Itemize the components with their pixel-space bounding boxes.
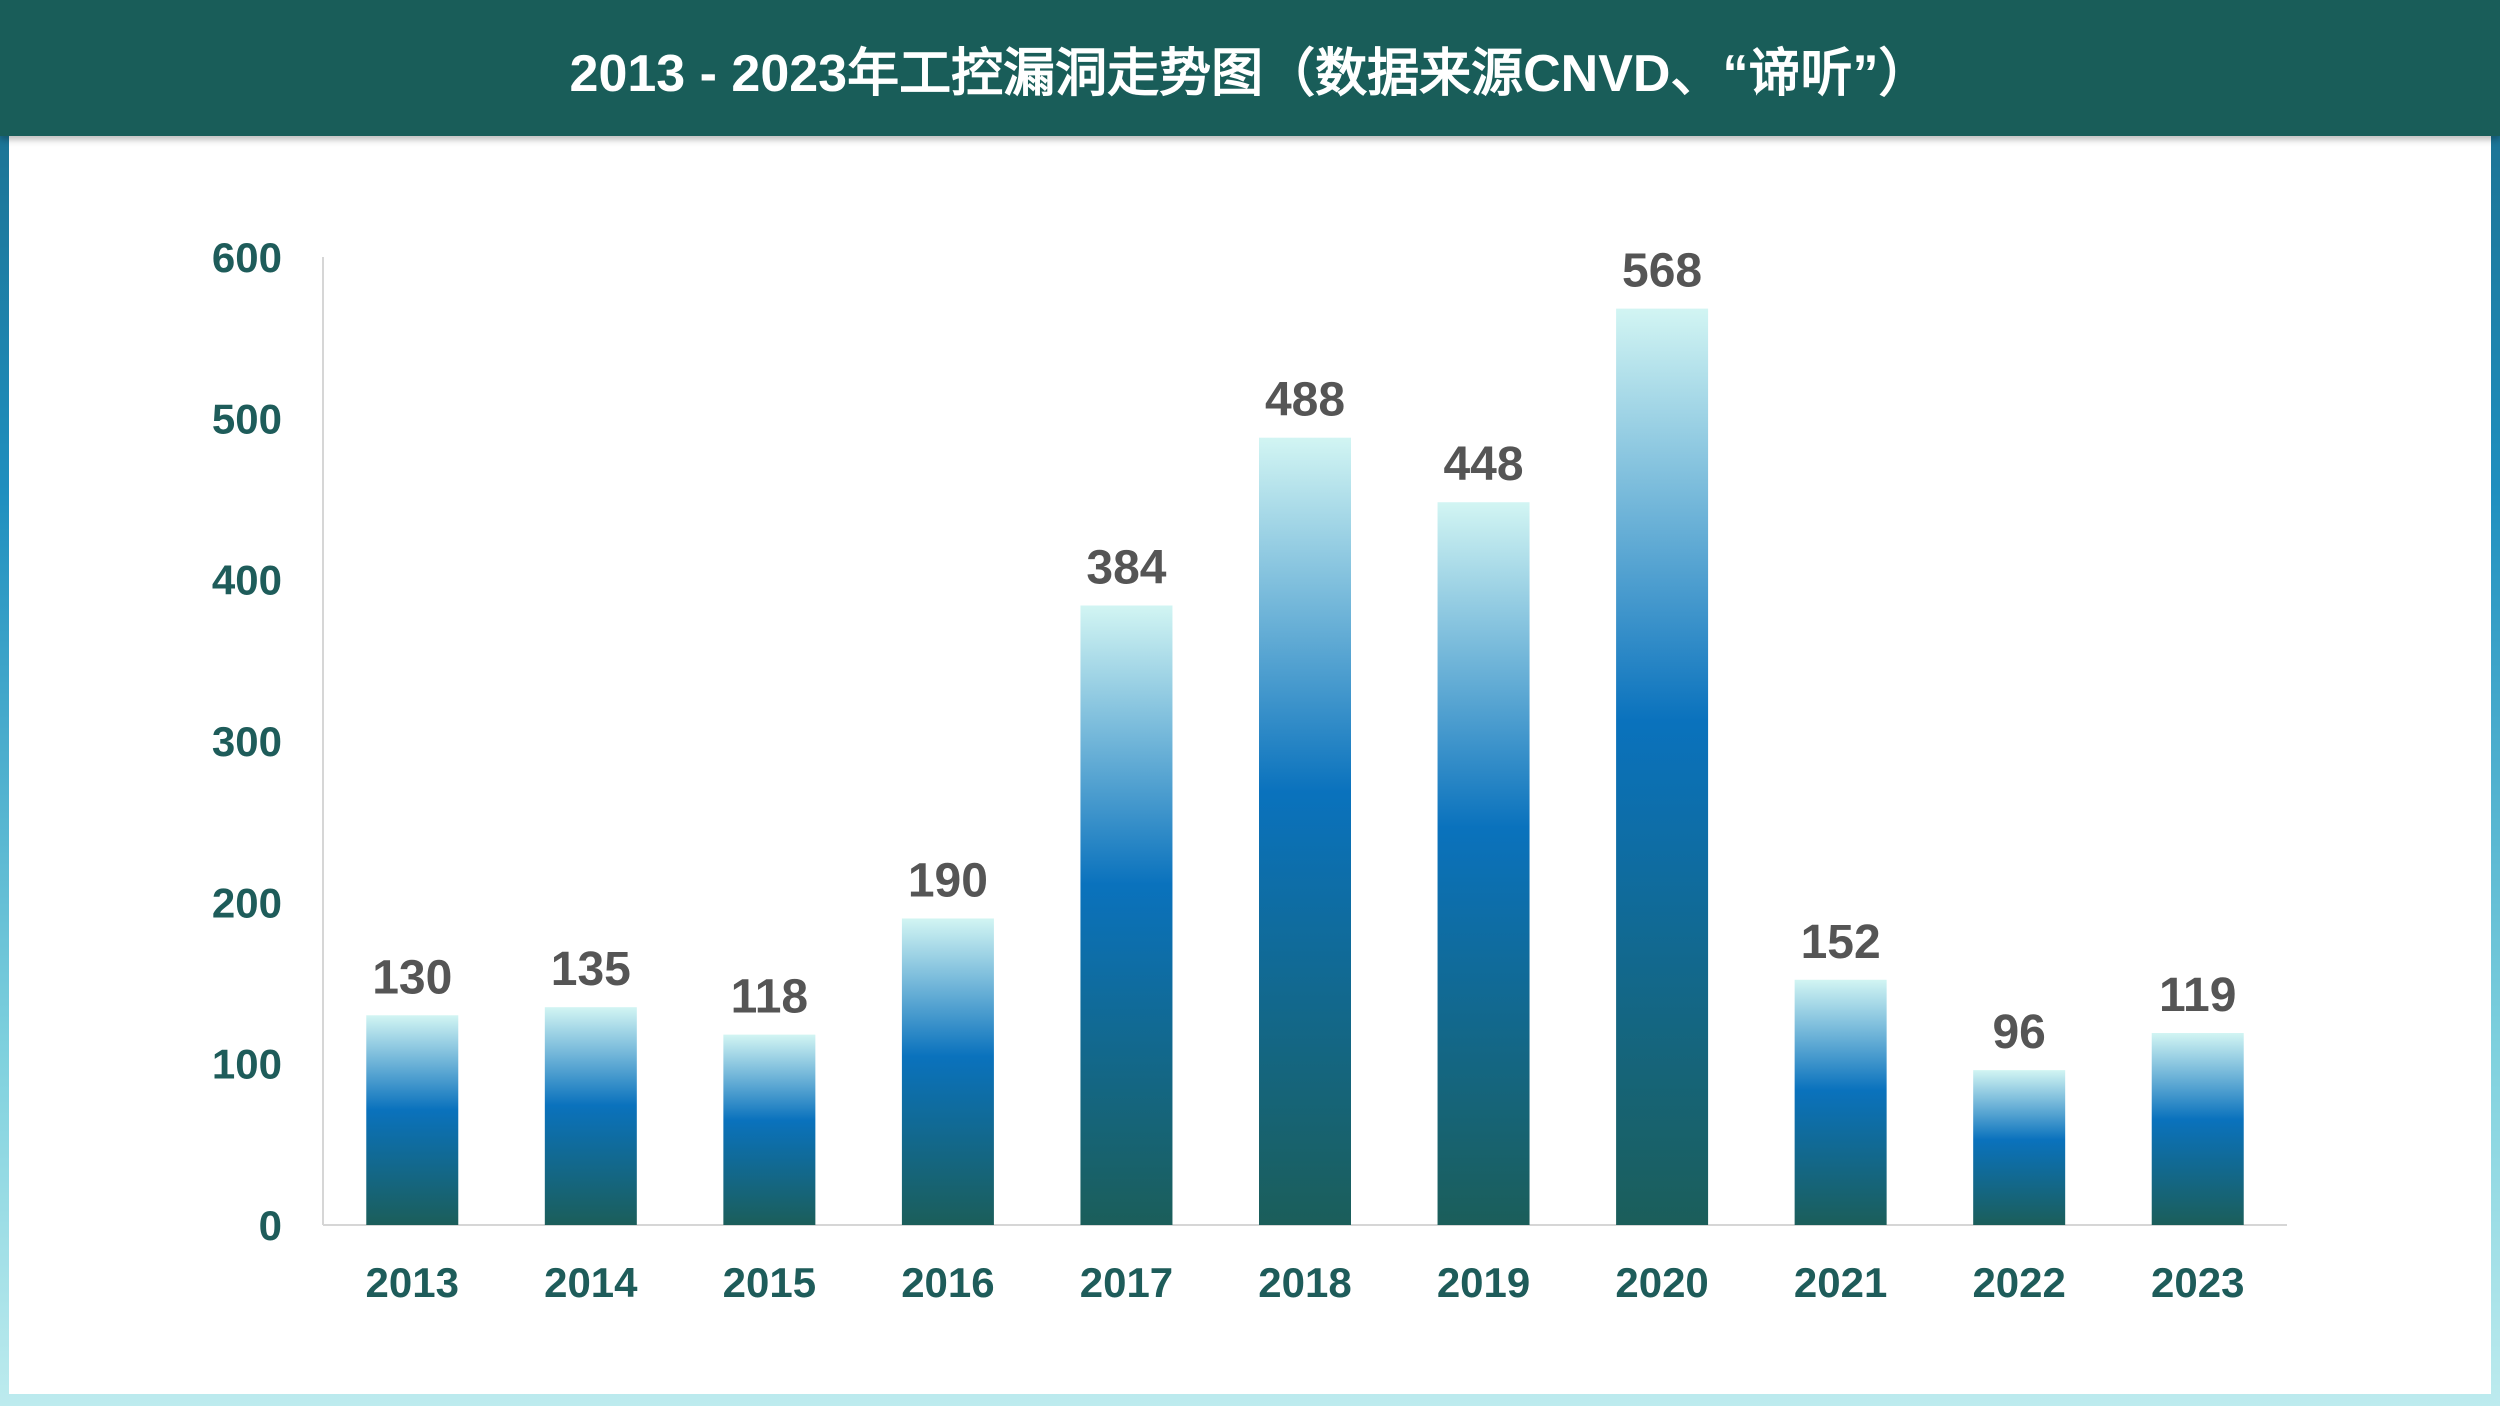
y-tick-label: 600 [212,234,282,281]
bar-2018 [1259,437,1351,1225]
x-tick-label-2020: 2020 [1615,1259,1708,1306]
bar-2017 [1080,605,1173,1225]
x-tick-label-2017: 2017 [1080,1259,1173,1306]
bar-2019 [1437,502,1530,1225]
data-labels: 130 135 118 190 384 488 448 568 152 96 119 [372,245,2236,1059]
bar-chart: 0 100 200 300 400 500 600 2013 2014 2015 2016 2017… [212,234,2287,1306]
y-axis: 0 100 200 300 400 500 600 [212,234,324,1249]
x-tick-label-2014: 2014 [544,1259,638,1306]
bar-2016 [901,918,994,1225]
bar-2022 [1973,1070,2066,1225]
chart-panel: 0 100 200 300 400 500 600 2013 2014 2015 2016 2017… [9,136,2491,1394]
bar-2023 [2151,1033,2244,1225]
data-label-2016: 190 [908,854,988,907]
y-tick-label: 300 [212,718,282,765]
y-tick-label: 100 [212,1041,282,1088]
y-tick-label: 200 [212,879,282,926]
data-label-2021: 152 [1801,916,1881,969]
x-tick-label-2015: 2015 [723,1259,816,1306]
bar-2013 [366,1015,459,1225]
x-tick-label-2021: 2021 [1794,1259,1887,1306]
data-label-2013: 130 [372,951,452,1004]
y-tick-label: 500 [212,395,282,442]
data-label-2022: 96 [1992,1006,2045,1059]
data-label-2015: 118 [731,971,808,1024]
chart-title: 2013 - 2023年工控漏洞走势图（数据来源CNVD、“谛听”） [569,44,1931,103]
bar-2021 [1794,979,1887,1225]
data-label-2017: 384 [1086,541,1166,594]
y-tick-label: 0 [259,1202,282,1249]
bar-2015 [723,1034,816,1225]
x-tick-label-2018: 2018 [1258,1259,1351,1306]
x-axis: 2013 2014 2015 2016 2017 2018 2019 2020 2021 2022… [323,1224,2287,1306]
bar-2020 [1616,308,1709,1225]
data-label-2014: 135 [551,943,631,996]
bars [366,308,2244,1225]
data-label-2019: 448 [1443,438,1523,491]
data-label-2018: 488 [1265,374,1345,427]
x-tick-label-2023: 2023 [2151,1259,2244,1306]
title-bar: 2013 - 2023年工控漏洞走势图（数据来源CNVD、“谛听”） [0,0,2500,136]
x-tick-label-2013: 2013 [366,1259,459,1306]
y-tick-label: 400 [212,557,282,604]
data-label-2023: 119 [2159,969,2236,1022]
bar-2014 [544,1007,637,1225]
data-label-2020: 568 [1622,245,1702,298]
x-tick-label-2022: 2022 [1972,1259,2065,1306]
x-tick-label-2019: 2019 [1437,1259,1530,1306]
x-tick-label-2016: 2016 [901,1259,994,1306]
